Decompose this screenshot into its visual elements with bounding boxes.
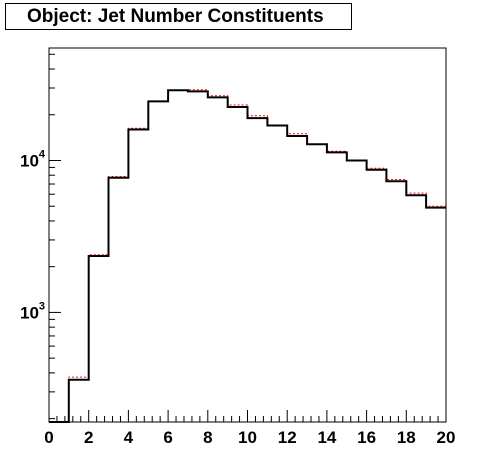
x-tick-label: 6 (163, 428, 172, 447)
y-axis: 103 104 (20, 53, 61, 420)
y-tick-label: 103 (20, 300, 45, 322)
x-tick-label: 14 (317, 428, 336, 447)
x-tick-label: 12 (278, 428, 297, 447)
x-tick-label: 8 (203, 428, 212, 447)
x-tick-label: 10 (238, 428, 257, 447)
x-axis: 0 2 4 6 8 10 12 14 16 18 20 (44, 410, 455, 447)
chart-title: Object: Jet Number Constituents (5, 3, 352, 30)
x-tick-label: 16 (357, 428, 376, 447)
x-tick-label: 18 (397, 428, 416, 447)
x-tick-label: 4 (124, 428, 134, 447)
series-layer (49, 89, 446, 423)
x-tick-label: 0 (44, 428, 53, 447)
x-tick-label: 2 (84, 428, 93, 447)
x-tick-label: 20 (437, 428, 456, 447)
series-line-0 (49, 89, 446, 423)
y-tick-label: 104 (20, 148, 46, 170)
